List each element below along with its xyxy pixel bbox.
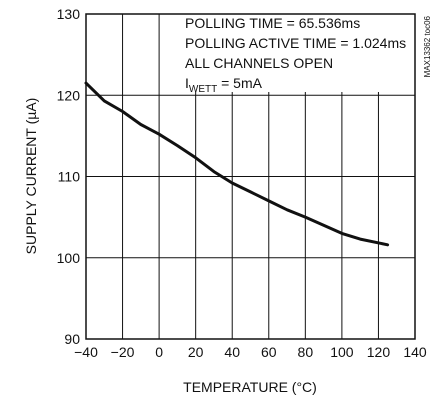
annotation-polling-active-time: POLLING ACTIVE TIME = 1.024ms [185,35,406,51]
x-axis-title: TEMPERATURE (°C) [183,379,317,395]
annotation-channels: ALL CHANNELS OPEN [185,55,333,71]
x-tick-label: 40 [224,344,240,360]
x-tick-label: 140 [403,344,427,360]
x-tick-label: 60 [261,344,277,360]
x-tick-label: 80 [298,344,314,360]
annotation-block: POLLING TIME = 65.536ms POLLING ACTIVE T… [181,12,410,95]
y-tick-label: 110 [58,169,81,185]
watermark-part-number: MAX13362 toc06 [423,15,432,77]
y-tick-label: 90 [64,331,80,347]
tick-labels: −40 −20 0 20 40 60 80 100 120 140 90 100 110 120 130 [57,6,427,360]
x-tick-label: 0 [155,344,163,360]
y-tick-label: 100 [57,250,81,266]
x-tick-label: 100 [330,344,354,360]
annotation-iwett-subscript: WETT [189,84,217,95]
supply-current-curve [84,81,390,247]
annotation-polling-time: POLLING TIME = 65.536ms [185,15,360,31]
y-tick-label: 120 [57,87,81,103]
x-tick-label: −40 [74,344,98,360]
y-axis-title: SUPPLY CURRENT (µA) [23,98,39,255]
annotation-iwett-value: = 5mA [217,75,262,91]
x-tick-label: 20 [188,344,204,360]
y-tick-label: 130 [57,6,81,22]
annotation-background [181,12,410,92]
x-tick-label: −20 [111,344,135,360]
series-layer [84,81,390,247]
plot-frame [85,13,416,340]
annotation-iwett: IWETT = 5mA [185,75,263,95]
annotation-iwett-symbol: I [185,75,189,91]
x-tick-label: 120 [367,344,391,360]
